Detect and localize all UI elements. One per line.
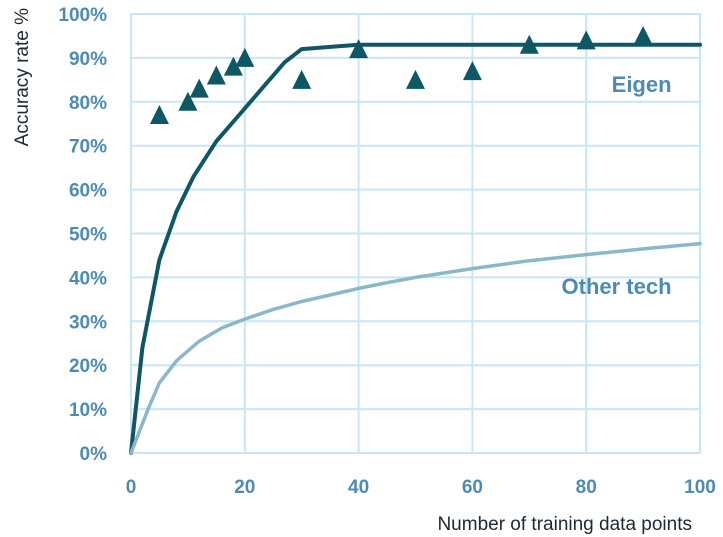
series-label-other-tech: Other tech (562, 274, 672, 299)
annotations: Eigen Other tech (562, 72, 672, 299)
triangle-marker (462, 61, 482, 81)
y-axis-ticks: 0% 10% 20% 30% 40% 50% 60% 70% 80% 90% 100% (58, 5, 107, 465)
x-axis-title: Number of training data points (437, 514, 692, 535)
y-tick-label: 90% (69, 49, 107, 70)
triangle-marker (235, 47, 255, 67)
triangle-marker (519, 34, 539, 54)
marker-layer (149, 25, 653, 124)
x-axis-ticks: 0 20 40 60 80 100 (126, 477, 716, 498)
triangle-marker (633, 25, 653, 45)
triangle-marker (406, 69, 425, 89)
x-tick-label: 80 (576, 477, 597, 498)
triangle-marker (206, 65, 226, 85)
x-tick-label: 100 (684, 477, 716, 498)
y-tick-label: 20% (69, 356, 107, 377)
triangle-marker (178, 91, 198, 111)
y-tick-label: 100% (58, 5, 107, 26)
series-line-other-tech (129, 241, 702, 455)
triangle-marker (576, 30, 596, 50)
y-tick-label: 10% (69, 400, 107, 421)
x-tick-label: 40 (348, 477, 369, 498)
series-layer (129, 42, 702, 455)
y-tick-label: 0% (80, 444, 108, 465)
y-tick-label: 30% (69, 312, 107, 333)
y-tick-label: 60% (69, 181, 107, 202)
series-line-eigen (129, 42, 702, 455)
y-tick-label: 40% (69, 268, 107, 289)
triangle-marker (149, 104, 169, 124)
triangle-marker (223, 56, 243, 76)
x-tick-label: 20 (234, 477, 255, 498)
triangle-marker (349, 39, 369, 59)
grid (130, 13, 701, 454)
triangle-marker (292, 69, 312, 89)
triangle-marker (189, 78, 209, 98)
y-tick-label: 80% (69, 93, 107, 114)
y-axis-title: Accuracy rate % (12, 8, 33, 146)
x-tick-label: 60 (462, 477, 483, 498)
x-tick-label: 0 (126, 477, 137, 498)
y-tick-label: 70% (69, 137, 107, 158)
y-tick-label: 50% (69, 225, 107, 246)
series-label-eigen: Eigen (612, 72, 672, 97)
